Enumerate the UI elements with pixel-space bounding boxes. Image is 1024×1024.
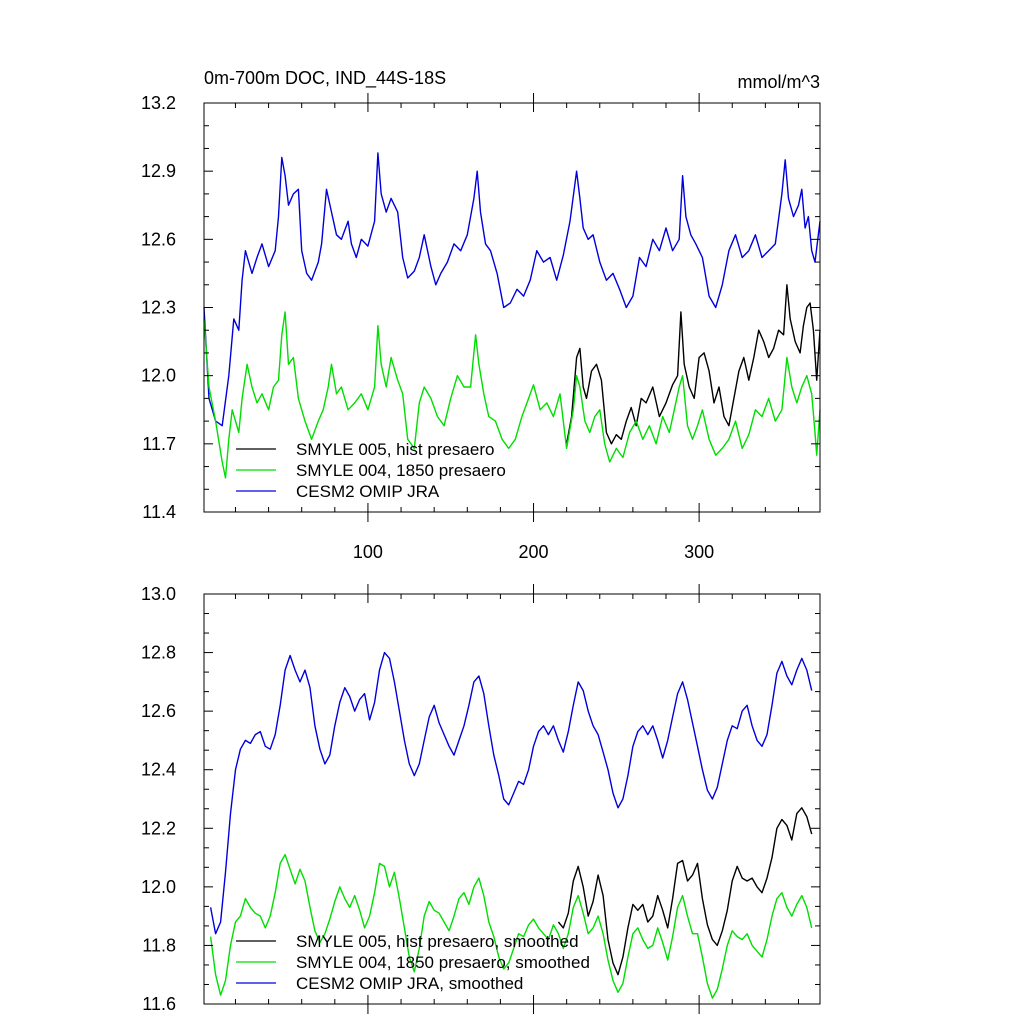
legend: SMYLE 005, hist presaero SMYLE 004, 1850…	[236, 440, 506, 501]
y-tick-label: 13.0	[141, 584, 176, 604]
legend: SMYLE 005, hist presaero, smoothed SMYLE…	[236, 932, 590, 993]
plot-frame	[203, 102, 821, 513]
y-tick-label: 12.2	[141, 818, 176, 838]
legend-label: SMYLE 004, 1850 presaero, smoothed	[296, 953, 590, 972]
y-tick-label: 12.6	[141, 229, 176, 249]
y-tick-label: 12.3	[141, 298, 176, 318]
legend-label: SMYLE 005, hist presaero, smoothed	[296, 932, 579, 951]
y-tick-label: 12.4	[141, 760, 176, 780]
y-tick-label: 11.4	[142, 502, 176, 522]
units-label: mmol/m^3	[738, 72, 820, 92]
x-tick-label: 200	[519, 542, 549, 562]
legend-label: SMYLE 005, hist presaero	[296, 440, 494, 459]
legend-label: CESM2 OMIP JRA	[296, 482, 440, 501]
plot-frame	[203, 593, 821, 1005]
series-lines	[203, 152, 821, 479]
y-tick-label: 12.0	[141, 366, 176, 386]
legend-label: CESM2 OMIP JRA, smoothed	[296, 974, 523, 993]
series-line	[203, 152, 821, 427]
y-tick-label: 12.0	[141, 877, 176, 897]
top-panel: 0m-700m DOC, IND_44S-18S mmol/m^3 SMYLE …	[141, 68, 821, 562]
legend-label: SMYLE 004, 1850 presaero	[296, 461, 506, 480]
series-line	[209, 853, 813, 999]
series-line	[203, 311, 821, 479]
series-lines	[209, 651, 813, 999]
x-tick-label: 100	[353, 542, 383, 562]
bottom-panel: SMYLE 005, hist presaero, smoothed SMYLE…	[141, 584, 821, 1014]
y-tick-label: 12.9	[141, 161, 176, 181]
series-line	[565, 284, 821, 445]
series-line	[557, 807, 813, 976]
x-tick-label: 300	[684, 542, 714, 562]
y-tick-label: 11.8	[142, 935, 176, 955]
series-line	[209, 651, 813, 935]
y-tick-label: 11.6	[142, 994, 176, 1014]
axis-ticks	[204, 584, 820, 1014]
y-tick-label: 12.8	[141, 643, 176, 663]
y-tick-label: 13.2	[141, 93, 176, 113]
panel-title: 0m-700m DOC, IND_44S-18S	[204, 68, 446, 89]
y-tick-label: 12.6	[141, 701, 176, 721]
y-tick-label: 11.7	[142, 434, 176, 454]
